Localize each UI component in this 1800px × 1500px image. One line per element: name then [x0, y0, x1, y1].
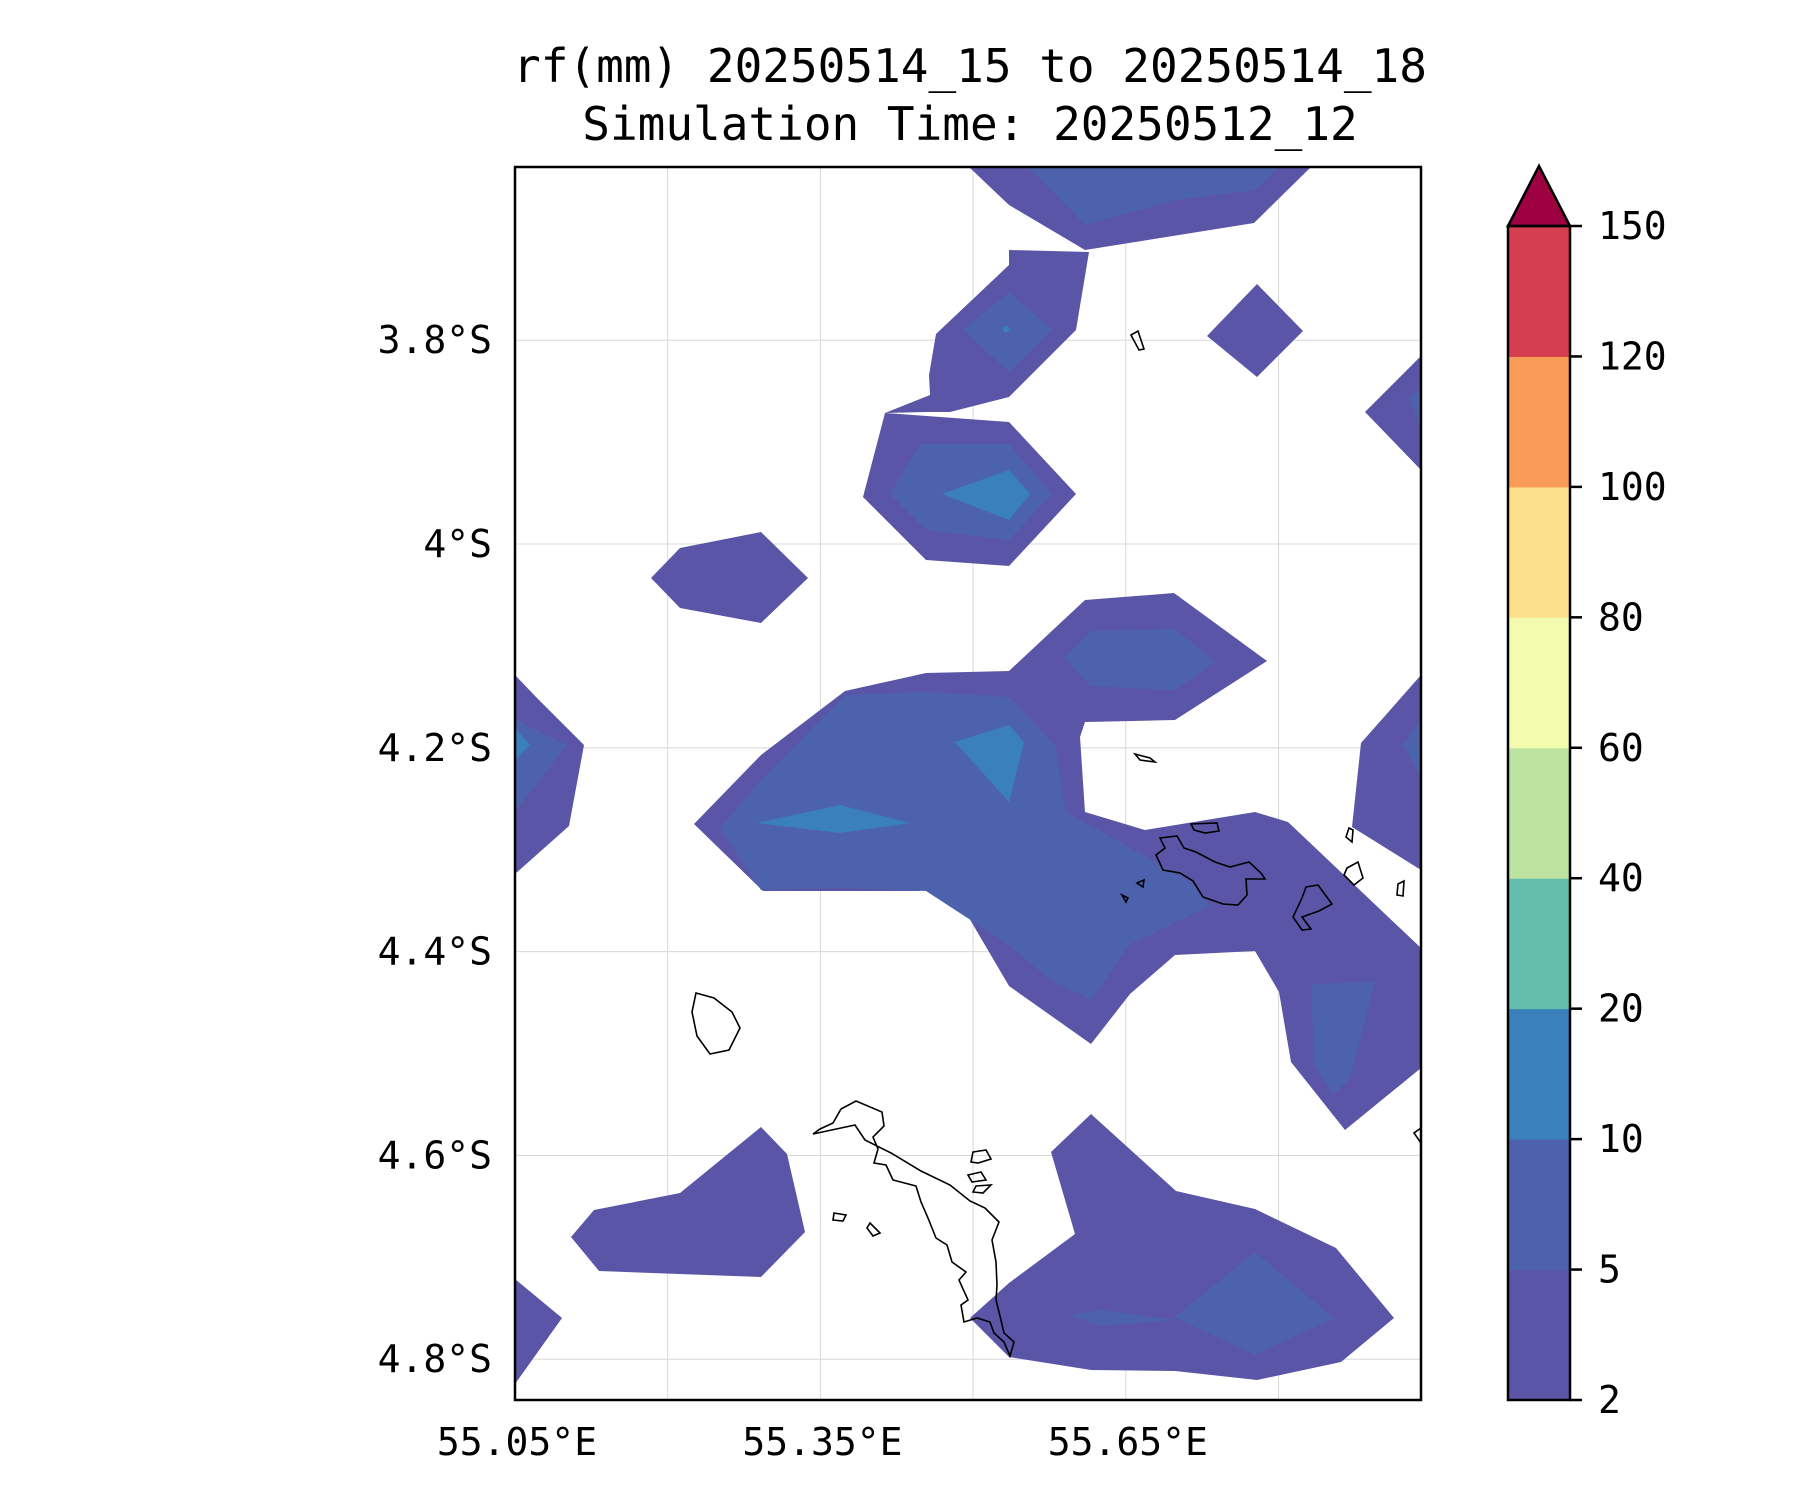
colorbar-tick-label: 5 [1598, 1248, 1621, 1292]
rain-area [720, 692, 1210, 1000]
colorbar-box [1508, 1008, 1570, 1140]
colorbar-extend-arrow [1505, 163, 1573, 228]
island-outline [1396, 879, 1405, 897]
rainfall-contours [515, 167, 1421, 1384]
rain-area [1403, 720, 1421, 778]
island-outline [1189, 822, 1220, 834]
rain-area [1003, 326, 1009, 332]
island-outline [1412, 1127, 1421, 1145]
island-outline [966, 1171, 988, 1183]
rain-area [1207, 284, 1303, 377]
rain-area [1312, 982, 1375, 1095]
y-axis-labels: 3.8°S 4°S 4.2°S 4.4°S 4.6°S 4.8°S [378, 318, 492, 1381]
rain-area [571, 1127, 805, 1277]
island-outline [1155, 835, 1267, 906]
colorbar-ticks: 2 5 10 20 40 60 80 100 120 150 [1570, 204, 1667, 1422]
colorbar-box [1508, 878, 1570, 1010]
island-outline [970, 1149, 993, 1164]
rain-area [515, 728, 530, 760]
colorbar-tick-label: 10 [1598, 1117, 1644, 1161]
x-tick-label: 55.35°E [742, 1420, 902, 1464]
colorbar-box [1508, 486, 1570, 618]
colorbar-frame [1506, 224, 1572, 1402]
island-outline [1292, 884, 1334, 931]
island-outline [971, 1184, 994, 1194]
map-plot-area: 3.8°S 4°S 4.2°S 4.4°S 4.6°S 4.8°S 55.05°E 55.3… [378, 165, 1423, 1464]
rain-area [515, 1279, 562, 1384]
y-tick-label: 4.2°S [378, 726, 492, 770]
map-title-line2: Simulation Time: 20250512_12 [582, 97, 1357, 151]
colorbar-tick-label: 100 [1598, 465, 1667, 509]
island-outline [1135, 878, 1145, 889]
rain-area [1175, 1252, 1334, 1355]
rain-area [1028, 167, 1280, 225]
y-tick-label: 4.6°S [378, 1133, 492, 1177]
x-axis-labels: 55.05°E 55.35°E 55.65°E [437, 1420, 1208, 1464]
island-outline [1129, 329, 1146, 351]
plot-frame [513, 165, 1423, 1402]
colorbar-tick-label: 2 [1598, 1378, 1621, 1422]
y-tick-label: 3.8°S [378, 318, 492, 362]
island-outline [832, 1212, 848, 1222]
colorbar-tick-label: 120 [1598, 334, 1667, 378]
colorbar-boxes [1508, 226, 1570, 1401]
island-outline [1345, 826, 1354, 844]
island-outline [1132, 752, 1158, 764]
rain-area [651, 532, 808, 623]
colorbar-tick-label: 20 [1598, 987, 1644, 1031]
colorbar-box [1508, 617, 1570, 749]
island-outline [1119, 893, 1130, 904]
y-tick-label: 4.8°S [378, 1337, 492, 1381]
colorbar-box [1508, 226, 1570, 357]
rain-area [515, 675, 584, 874]
colorbar-tick-label: 80 [1598, 595, 1644, 639]
colorbar-tick-label: 60 [1598, 726, 1644, 770]
rain-area [757, 805, 910, 833]
map-title-line1: rf(mm) 20250514_15 to 20250514_18 [513, 39, 1427, 93]
rain-area [955, 725, 1024, 802]
contour-level-10-20 [515, 326, 1030, 833]
x-tick-label: 55.05°E [437, 1420, 597, 1464]
island-outline [866, 1221, 882, 1237]
coastlines [691, 329, 1421, 1359]
colorbar: 2 5 10 20 40 60 80 100 120 150 [1505, 163, 1667, 1422]
colorbar-box [1508, 1269, 1570, 1401]
rain-area [1410, 388, 1421, 428]
rain-area [1352, 675, 1421, 870]
rain-area [1070, 1310, 1175, 1326]
island-outline [1343, 860, 1364, 887]
colorbar-box [1508, 747, 1570, 879]
x-tick-label: 55.65°E [1048, 1420, 1208, 1464]
island-outline [691, 992, 741, 1055]
rain-area [1365, 356, 1421, 470]
y-tick-label: 4°S [423, 522, 492, 566]
colorbar-tick-label: 150 [1598, 204, 1667, 248]
y-tick-label: 4.4°S [378, 930, 492, 974]
rain-area [963, 292, 1052, 372]
island-outline [812, 1100, 1015, 1359]
colorbar-tick-label: 40 [1598, 856, 1644, 900]
rain-area [942, 470, 1030, 520]
rain-area [1064, 629, 1215, 690]
colorbar-box [1508, 1139, 1570, 1271]
colorbar-box [1508, 356, 1570, 488]
